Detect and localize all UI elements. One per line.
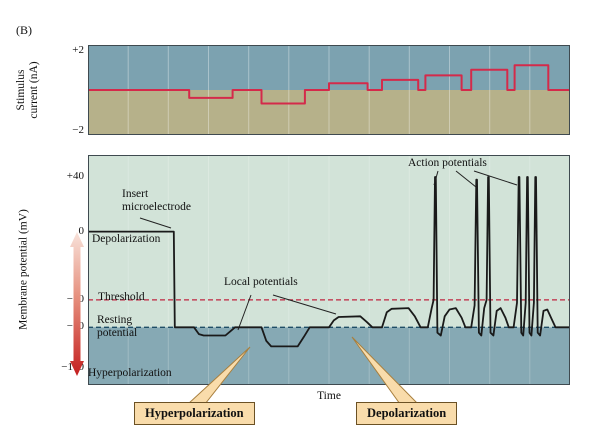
stimulus-ylabel: Stimulus current (nA) bbox=[15, 40, 41, 140]
mem-tick-0: 0 bbox=[78, 225, 85, 237]
stimulus-current-chart bbox=[88, 45, 570, 135]
resting-label-line2: potential bbox=[97, 327, 138, 339]
time-axis-label: Time bbox=[317, 390, 341, 402]
hyperpolarization-axis-label: Hyperpolarization bbox=[88, 367, 172, 379]
resting-label-line1: Resting bbox=[97, 314, 133, 326]
stimulus-ylabel-line1: Stimulus bbox=[15, 69, 27, 111]
polarization-arrow bbox=[66, 230, 92, 382]
stim-tick-minus2: −2 bbox=[72, 124, 84, 136]
membrane-potential-panel bbox=[88, 155, 570, 385]
local-potentials-label: Local potentials bbox=[224, 276, 298, 288]
threshold-label: Threshold bbox=[98, 291, 145, 303]
stimulus-ylabel-line2: current (nA) bbox=[28, 61, 40, 119]
membrane-potential-chart bbox=[88, 155, 570, 385]
insert-label-line2: microelectrode bbox=[122, 201, 191, 213]
stimulus-current-panel bbox=[88, 45, 570, 135]
membrane-ylabel: Membrane potential (mV) bbox=[17, 209, 30, 330]
depolarization-axis-label: Depolarization bbox=[92, 233, 161, 245]
figure-label: (B) bbox=[16, 23, 32, 37]
insert-microelectrode-label: Insert microelectrode bbox=[122, 188, 191, 214]
insert-label-line1: Insert bbox=[122, 188, 149, 200]
hyperpolarization-callout: Hyperpolarization bbox=[134, 402, 255, 425]
mem-tick-plus40: +40 bbox=[66, 170, 84, 182]
action-potentials-label: Action potentials bbox=[408, 157, 487, 169]
depolarization-callout: Depolarization bbox=[356, 402, 458, 425]
resting-potential-label: Resting potential bbox=[97, 314, 137, 340]
depolarization-hyperpolarization-arrow-icon bbox=[70, 232, 84, 376]
stim-tick-plus2: +2 bbox=[72, 44, 84, 56]
